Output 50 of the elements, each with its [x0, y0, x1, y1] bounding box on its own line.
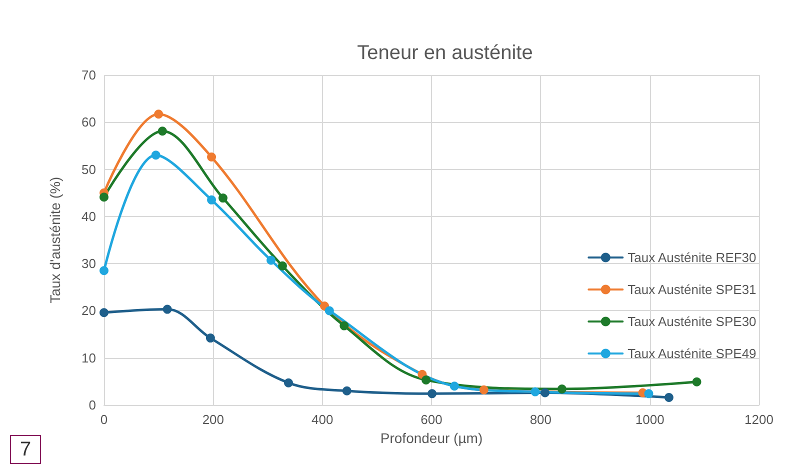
point [342, 386, 352, 396]
point [158, 126, 167, 136]
x-tick-label: 600 [420, 412, 442, 427]
chart-title: Teneur en austénite [357, 42, 533, 64]
point [218, 194, 228, 203]
y-tick-label: 40 [82, 208, 96, 224]
point [450, 382, 459, 391]
x-tick-label: 200 [202, 412, 224, 427]
legend-label: Taux Austénite REF30 [628, 250, 756, 265]
point [540, 388, 550, 398]
x-tick-label: 1000 [635, 412, 664, 427]
point [664, 392, 674, 402]
point [154, 110, 164, 119]
point [100, 266, 108, 276]
x-tick-label: 1200 [744, 412, 774, 427]
point [692, 377, 702, 386]
legend-label: Taux Austénite SPE31 [628, 282, 756, 297]
point [340, 321, 349, 330]
point [266, 256, 276, 265]
point [100, 308, 108, 318]
y-tick-label: 30 [82, 256, 96, 272]
y-tick-label: 60 [82, 114, 96, 130]
point [162, 304, 172, 314]
point [557, 384, 566, 394]
y-tick-label: 70 [82, 68, 96, 82]
point [644, 389, 654, 398]
x-tick-label: 0 [100, 412, 108, 427]
y-tick-label: 10 [82, 350, 96, 366]
y-axis-title: Taux d'austénite (%) [47, 176, 63, 304]
text: 7 [20, 438, 32, 460]
point [422, 376, 431, 385]
y-tick-label: 50 [82, 162, 96, 177]
x-tick-label: 400 [311, 412, 334, 427]
point [428, 389, 437, 398]
point [206, 334, 215, 343]
legend-label: Taux Austénite SPE30 [628, 314, 756, 329]
y-tick-label: 20 [82, 303, 96, 318]
y-tick-label: 0 [88, 398, 96, 412]
x-axis-title: Profondeur (µm) [380, 430, 483, 446]
point [100, 192, 108, 202]
point [207, 152, 216, 162]
x-tick-label: 800 [530, 412, 552, 427]
point [207, 195, 216, 204]
point [530, 387, 540, 396]
point [284, 378, 293, 388]
point [151, 150, 160, 160]
point [324, 306, 334, 316]
point [479, 385, 488, 394]
legend-label: Taux Austénite SPE49 [628, 346, 756, 361]
point [278, 261, 287, 270]
